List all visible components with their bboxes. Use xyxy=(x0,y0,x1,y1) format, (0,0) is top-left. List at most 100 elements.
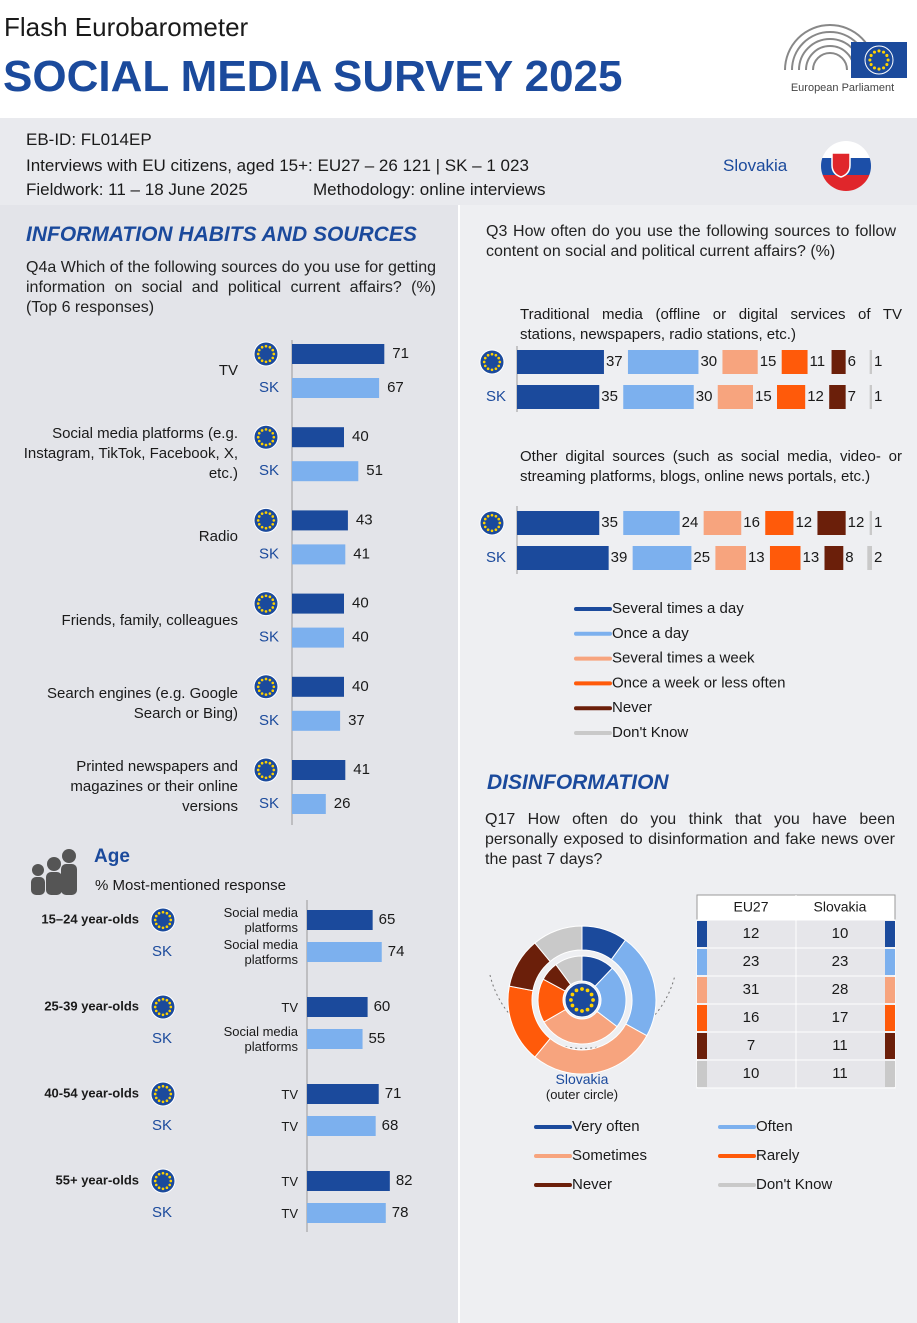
eu-star xyxy=(154,1183,158,1187)
value-label: 35 xyxy=(601,388,618,405)
bar xyxy=(292,510,348,531)
eu-icon xyxy=(253,507,279,533)
table-cell: 10 xyxy=(743,1065,760,1082)
eu-star xyxy=(268,678,272,682)
legend-label: Very often xyxy=(572,1118,640,1135)
eu-star xyxy=(272,435,276,439)
eu-star xyxy=(165,1186,169,1190)
eu-star xyxy=(490,513,494,517)
eu-star xyxy=(591,998,595,1002)
question: Q4a Which of the following sources do yo… xyxy=(26,259,436,316)
eu-star xyxy=(161,910,165,914)
eu-star xyxy=(154,1096,158,1100)
value-label: 12 xyxy=(807,388,824,405)
eu-star xyxy=(482,521,486,525)
bar xyxy=(307,942,382,962)
value-label: 40 xyxy=(352,678,369,695)
eu-star xyxy=(260,512,264,515)
eu-star xyxy=(264,677,268,681)
eu-star xyxy=(264,443,268,447)
value-label: 8 xyxy=(845,549,853,566)
table-cell: 16 xyxy=(743,1009,760,1026)
eu-star xyxy=(264,693,268,696)
legend-label: Don't Know xyxy=(612,724,688,741)
eu-star xyxy=(256,435,260,439)
row-swatch xyxy=(697,1005,707,1031)
legend-label: Once a day xyxy=(612,625,689,642)
eu-star xyxy=(497,517,501,521)
eu-star xyxy=(877,49,881,53)
kicker: Flash Eurobarometer xyxy=(4,12,249,42)
eu-star xyxy=(161,1171,165,1175)
eu-star xyxy=(168,1009,172,1013)
legend-label: Once a week or less often xyxy=(612,674,785,691)
value-label: 16 xyxy=(743,514,760,531)
eu-star xyxy=(154,1009,158,1013)
left-panel xyxy=(0,205,458,1323)
eu-star xyxy=(585,1007,590,1012)
bar-segment xyxy=(517,511,600,535)
value-label: 35 xyxy=(601,514,618,531)
eu-star xyxy=(157,925,161,929)
eu-star xyxy=(257,522,261,526)
eu-star xyxy=(885,53,889,57)
bar-segment xyxy=(722,350,758,374)
eu-star xyxy=(268,359,272,363)
group-label: Other digital sources (such as social me… xyxy=(520,448,902,485)
eu-star xyxy=(260,359,264,363)
eu-star xyxy=(154,914,158,918)
eu-icon xyxy=(150,907,176,933)
series-label: SK xyxy=(259,462,279,479)
value-label: 6 xyxy=(848,353,856,370)
eu-star xyxy=(271,522,275,526)
value-label: 37 xyxy=(348,712,365,729)
bar xyxy=(307,1171,390,1191)
eu-star xyxy=(271,439,275,443)
value-label: 1 xyxy=(874,353,882,370)
eu-star xyxy=(153,1092,157,1096)
value-label: 1 xyxy=(874,388,882,405)
eu-star xyxy=(260,692,264,695)
value-label: 65 xyxy=(379,911,396,928)
eu-star xyxy=(268,442,272,446)
eu-star xyxy=(256,519,260,522)
eu-star xyxy=(585,988,590,993)
eb-id: EB-ID: FL014EP xyxy=(26,130,152,149)
bar xyxy=(307,910,373,930)
eu-star xyxy=(497,356,501,360)
methodology: Methodology: online interviews xyxy=(313,180,546,199)
eu-star xyxy=(272,685,276,689)
eu-star xyxy=(490,352,494,356)
eu-star xyxy=(264,428,268,431)
eu-star xyxy=(486,367,490,371)
eu-star xyxy=(271,681,275,685)
bar xyxy=(292,710,341,731)
response-label: TV xyxy=(281,1205,298,1221)
series-label: SK xyxy=(152,943,172,960)
donut-segment xyxy=(543,1008,618,1045)
row-swatch xyxy=(885,921,895,947)
eu-star xyxy=(271,348,275,352)
eu-star xyxy=(169,1179,173,1183)
table-cell: 31 xyxy=(743,981,760,998)
eu-star xyxy=(574,1007,579,1012)
eu-star xyxy=(165,1172,169,1176)
donut-segment xyxy=(534,925,583,963)
legend-label: Often xyxy=(756,1118,793,1135)
eu-star xyxy=(483,364,487,368)
eu-star xyxy=(165,925,169,929)
category-label: 55+ year-olds xyxy=(56,1172,139,1187)
legend-label: Several times a week xyxy=(612,650,755,667)
eu-icon xyxy=(150,994,176,1020)
eu-star xyxy=(153,918,157,922)
eu-star xyxy=(483,517,487,521)
eu-star xyxy=(256,602,260,605)
eu-star xyxy=(574,988,579,993)
category-label: 15–24 year-olds xyxy=(41,911,139,926)
row-swatch xyxy=(697,1061,707,1087)
value-label: 40 xyxy=(352,629,369,646)
eu-star xyxy=(257,515,261,518)
eu-star xyxy=(168,1001,172,1005)
title: SOCIAL MEDIA SURVEY 2025 xyxy=(3,52,623,101)
